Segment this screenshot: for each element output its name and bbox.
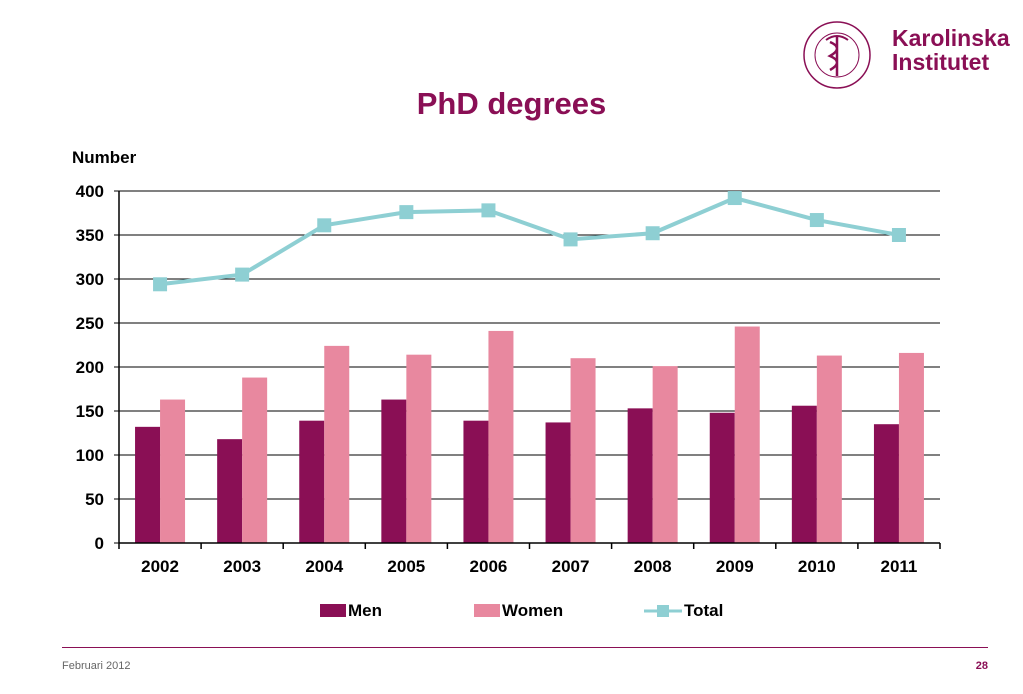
- bar-women: [734, 326, 760, 543]
- y-tick-label: 400: [76, 182, 104, 201]
- phd-chart: 0 50 100 150 200 250 300 350 400 2002 2003 2004 2005…: [76, 182, 941, 576]
- y-tick-label: 200: [76, 358, 104, 377]
- bar-men: [463, 420, 489, 543]
- legend-swatch-total: [644, 604, 682, 617]
- footer-divider: [62, 647, 988, 648]
- total-point: [645, 226, 660, 241]
- bar-men: [135, 426, 161, 543]
- bar-women: [570, 358, 596, 543]
- bar-women: [406, 354, 432, 543]
- footer-date: Februari 2012: [62, 660, 131, 672]
- y-tick-label: 50: [85, 490, 104, 509]
- bar-women: [816, 355, 842, 543]
- bar-women: [160, 399, 186, 543]
- bar-women: [242, 377, 268, 543]
- y-tick-label: 250: [76, 314, 104, 333]
- x-tick-label: 2009: [716, 557, 754, 576]
- bar-men: [381, 399, 407, 543]
- total-point: [153, 277, 168, 292]
- y-tick-label: 300: [76, 270, 104, 289]
- y-tick-label: 150: [76, 402, 104, 421]
- x-tick-label: 2005: [387, 557, 425, 576]
- total-point: [317, 218, 332, 233]
- legend-item-total: Total: [644, 600, 723, 621]
- x-tick-label: 2008: [634, 557, 672, 576]
- total-point: [809, 213, 824, 228]
- y-tick-label: 100: [76, 446, 104, 465]
- bar-women: [488, 330, 514, 543]
- bar-men: [791, 405, 817, 543]
- x-tick-label: 2011: [881, 557, 918, 576]
- legend-item-men: Men: [320, 600, 382, 621]
- total-line: [159, 195, 900, 287]
- page-number: 28: [975, 660, 988, 672]
- bar-women: [324, 345, 350, 543]
- y-tick-label: 350: [76, 226, 104, 245]
- legend-swatch-men: [320, 604, 346, 618]
- legend-swatch-women: [474, 604, 500, 618]
- bar-men: [709, 412, 735, 543]
- page-title: PhD degrees: [416, 86, 607, 121]
- bar-women: [898, 352, 924, 543]
- bar-women: [652, 366, 678, 543]
- x-tick-label: 2004: [305, 557, 343, 576]
- x-tick-label: 2006: [470, 557, 508, 576]
- seal-icon: [803, 21, 871, 89]
- legend-item-women: Women: [474, 600, 563, 621]
- bar-men: [545, 422, 571, 543]
- total-point: [563, 232, 578, 247]
- y-tick-label: 0: [95, 534, 104, 553]
- bar-men: [873, 424, 899, 543]
- x-tick-label: 2003: [223, 557, 261, 576]
- total-point: [727, 191, 742, 206]
- y-axis-label: Number: [72, 148, 137, 167]
- x-tick-label: 2010: [798, 557, 836, 576]
- x-tick-label: 2002: [141, 557, 179, 576]
- bar-men: [627, 408, 653, 543]
- bar-men: [299, 420, 325, 543]
- x-tick-label: 2007: [552, 557, 590, 576]
- bar-men: [217, 439, 243, 543]
- total-point: [481, 203, 496, 218]
- total-point: [235, 267, 250, 282]
- total-point: [399, 205, 414, 220]
- karolinska-logo: Karolinska Institutet: [800, 18, 1010, 93]
- total-point: [891, 228, 906, 242]
- logo-wordmark: Karolinska Institutet: [892, 25, 1010, 75]
